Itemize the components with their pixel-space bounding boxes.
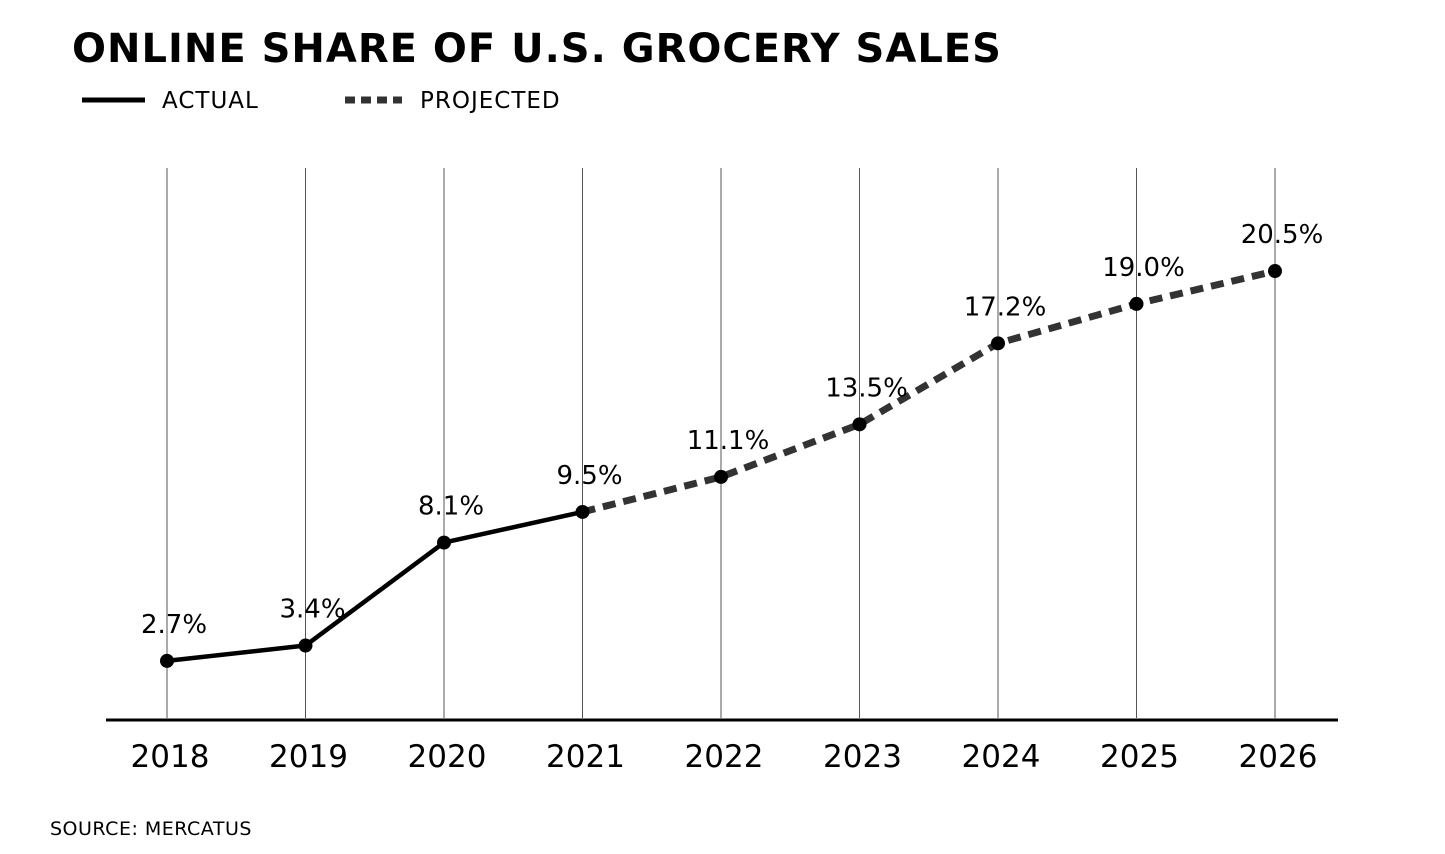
x-tick-label-2026: 2026 [1239,739,1318,775]
points-layer [160,264,1282,668]
data-label-2024: 17.2% [964,292,1047,322]
data-point-2021 [575,504,590,519]
data-point-2026 [1268,264,1282,279]
data-point-2018 [160,653,174,668]
x-tick-label-2021: 2021 [546,739,625,775]
data-label-2025: 19.0% [1102,253,1185,283]
x-tick-label-2024: 2024 [962,739,1041,775]
data-label-2020: 8.1% [418,492,484,522]
data-point-2024 [991,336,1005,351]
data-point-2022 [714,469,728,484]
x-tick-labels: 2018 2019 2020 2021 2022 2023 2024 2025 2026 [131,739,1318,775]
data-point-2025 [1129,296,1144,311]
data-point-2023 [852,417,867,432]
legend: ACTUAL PROJECTED [82,88,561,114]
data-label-2021: 9.5% [556,461,622,491]
x-tick-label-2019: 2019 [269,739,348,775]
x-tick-label-2022: 2022 [685,739,764,775]
legend-projected-label: PROJECTED [420,88,561,114]
data-labels: 2.7% 3.4% 8.1% 9.5% 11.1% 13.5% 17.2% 19.0% 20.5… [141,220,1323,640]
x-tick-label-2023: 2023 [823,739,902,775]
data-label-2019: 3.4% [279,595,345,625]
data-point-2019 [298,638,313,653]
data-label-2026: 20.5% [1241,220,1324,250]
data-label-2018: 2.7% [141,610,207,640]
gridlines [166,168,1276,718]
series-layer [164,267,1276,664]
data-label-2023: 13.5% [825,373,908,403]
source-note: SOURCE: MERCATUS [50,818,252,840]
data-point-2020 [437,535,451,550]
x-tick-label-2020: 2020 [408,739,487,775]
x-tick-label-2025: 2025 [1100,739,1179,775]
data-label-2022: 11.1% [687,426,770,456]
legend-actual-label: ACTUAL [162,88,259,114]
x-tick-label-2018: 2018 [131,739,210,775]
series-line-projected [581,267,1276,516]
chart-title: ONLINE SHARE OF U.S. GROCERY SALES [72,26,1002,72]
series-line-actual [164,509,585,664]
